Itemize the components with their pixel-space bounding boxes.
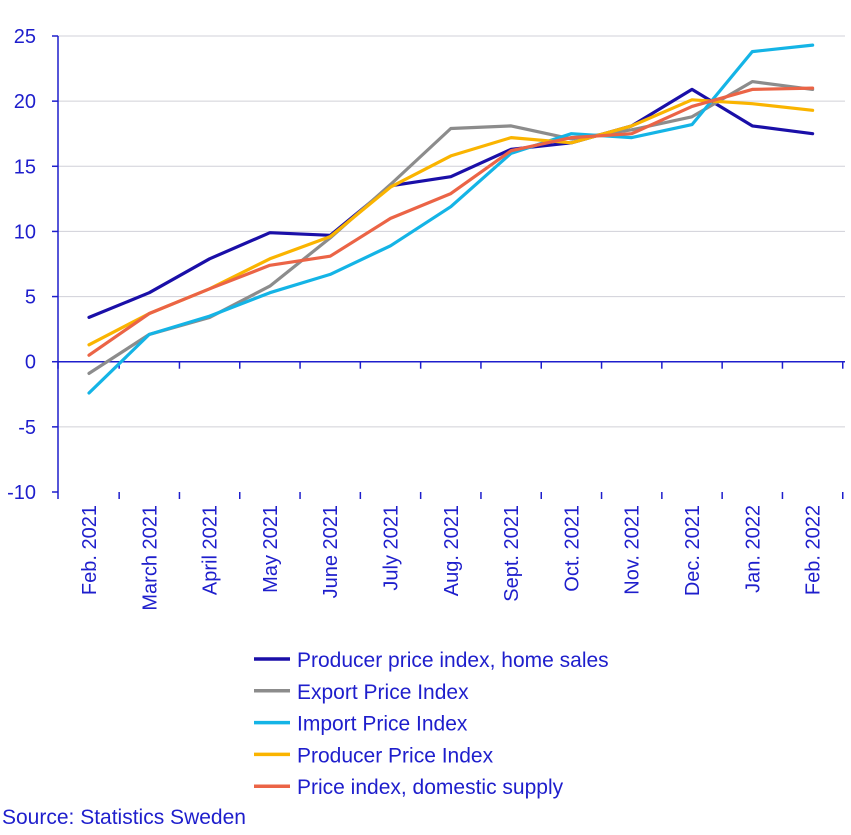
- series-line: [87, 43, 815, 395]
- y-tick-label: 5: [25, 287, 36, 309]
- y-axis-tick-labels: 25 20 15 10 5 0 -5 -10: [7, 26, 36, 504]
- x-tick-label: Jan. 2022: [742, 505, 764, 593]
- x-tick-label: Sept. 2021: [501, 505, 523, 602]
- y-tick-label: 25: [14, 26, 36, 48]
- series-lines: [87, 43, 815, 395]
- y-tick-label: -5: [18, 417, 36, 439]
- y-tick-label: -10: [7, 482, 36, 504]
- legend-label: Producer price index, home sales: [297, 649, 609, 672]
- x-axis-tick-labels: Feb. 2021 March 2021 April 2021 May 2021 Jun…: [79, 505, 825, 611]
- y-tick-label: 20: [14, 91, 36, 113]
- series-line: [87, 98, 815, 347]
- x-tick-label: May 2021: [260, 505, 282, 593]
- x-tick-label: March 2021: [139, 505, 161, 611]
- source-note: Source: Statistics Sweden: [2, 806, 246, 829]
- legend: Producer price index, home sales Export P…: [254, 649, 609, 799]
- series-line: [87, 79, 815, 375]
- y-tick-label: 10: [14, 221, 36, 243]
- y-tick-label: 15: [14, 156, 36, 178]
- series-line: [87, 87, 815, 319]
- y-tick-label: 0: [25, 352, 36, 374]
- x-tick-label: July 2021: [381, 505, 403, 591]
- legend-label: Export Price Index: [297, 681, 469, 704]
- x-tick-label: June 2021: [320, 505, 342, 598]
- x-tick-label: Feb. 2022: [803, 505, 825, 595]
- x-tick-label: Aug. 2021: [441, 505, 463, 596]
- series-line: [87, 86, 815, 357]
- x-tick-label: April 2021: [200, 505, 222, 595]
- x-tick-label: Feb. 2021: [79, 505, 101, 595]
- axes: [52, 35, 845, 499]
- x-tick-label: Oct. 2021: [561, 505, 583, 592]
- x-tick-label: Dec. 2021: [682, 505, 704, 596]
- legend-label: Producer Price Index: [297, 744, 494, 767]
- legend-label: Import Price Index: [297, 713, 468, 736]
- legend-label: Price index, domestic supply: [297, 776, 564, 799]
- x-tick-label: Nov. 2021: [622, 505, 644, 595]
